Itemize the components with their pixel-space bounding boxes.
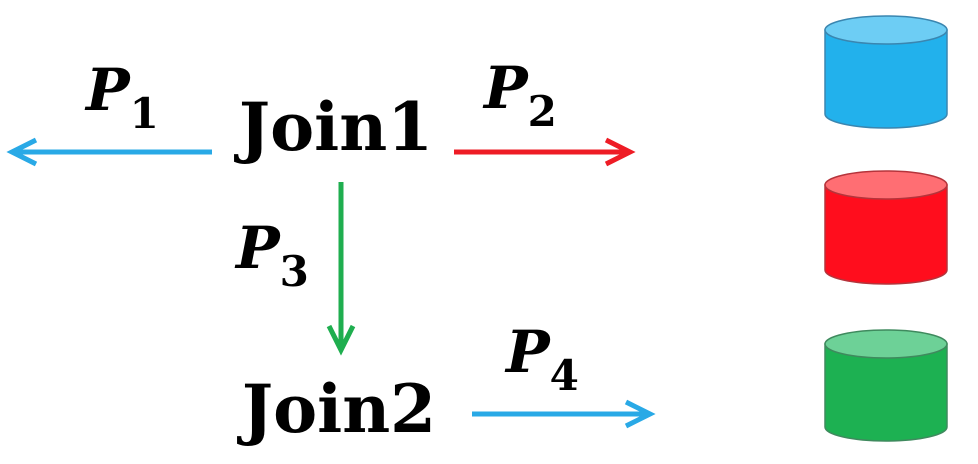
edge-p2-letter: P — [482, 54, 529, 122]
join1-label: Join1 — [234, 88, 433, 166]
edge-p2-subscript: 2 — [528, 87, 557, 136]
edge-p4-subscript: 4 — [550, 351, 579, 400]
edge-p4-letter: P — [504, 318, 551, 386]
edge-p1-subscript: 1 — [130, 89, 159, 138]
edge-p2-head — [604, 137, 636, 167]
edge-p3-label: P3 — [234, 214, 309, 296]
database-green-body — [824, 343, 948, 442]
edge-p1-head — [6, 137, 38, 167]
database-red-top — [824, 170, 948, 200]
edge-p1-label: P1 — [84, 56, 159, 138]
edge-p3-subscript: 3 — [280, 247, 309, 296]
edge-p1: P1 — [6, 56, 212, 167]
database-blue-body — [824, 29, 948, 129]
edge-p3-letter: P — [234, 214, 281, 282]
edge-p4-label: P4 — [504, 318, 579, 400]
edge-p3: P3 — [234, 182, 356, 356]
edge-p2: P2 — [454, 54, 636, 167]
edge-p1-letter: P — [84, 56, 131, 124]
database-green — [824, 329, 948, 442]
database-blue-top — [824, 15, 948, 45]
edge-p2-label: P2 — [482, 54, 557, 136]
database-red-body — [824, 184, 948, 285]
database-red — [824, 170, 948, 285]
join2-label: Join2 — [237, 370, 436, 448]
edge-p4: P4 — [472, 318, 656, 429]
database-green-top — [824, 329, 948, 359]
edge-p4-head — [624, 399, 656, 429]
database-blue — [824, 15, 948, 129]
edge-p3-head — [326, 324, 356, 356]
